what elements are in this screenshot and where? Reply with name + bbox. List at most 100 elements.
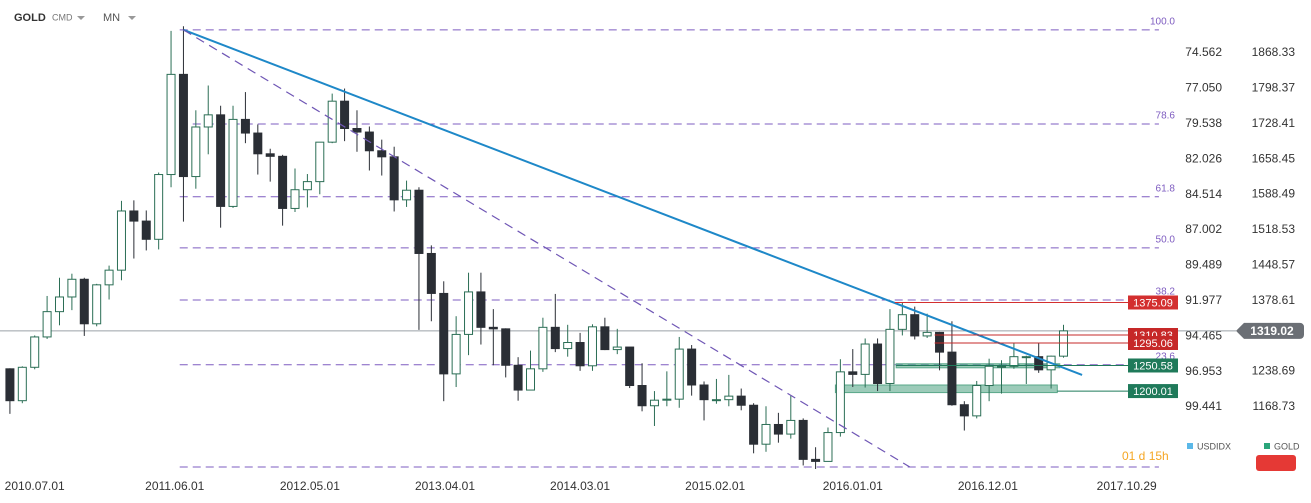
candle-body — [402, 189, 412, 201]
candle-body — [154, 174, 164, 240]
y-tick-label: 1518.53 — [1252, 222, 1296, 236]
symbol[interactable]: GOLD — [14, 12, 46, 24]
x-tick-label: 2017.10.29 — [1097, 479, 1157, 493]
candle-body — [612, 346, 622, 351]
candle-body — [897, 314, 907, 330]
candle-body — [600, 326, 610, 351]
candle-body — [278, 155, 288, 209]
x-tick-label: 2014.03.01 — [550, 479, 610, 493]
candle-body — [216, 114, 226, 207]
candle-body — [674, 348, 684, 400]
y2-tick-label: 94.465 — [1185, 328, 1222, 342]
fib-label: 38.2 — [1156, 287, 1176, 298]
candle-body — [587, 326, 597, 367]
candle-body — [327, 100, 337, 143]
candle-body — [129, 210, 139, 222]
candle-body — [649, 399, 659, 407]
x-tick-label: 2016.12.01 — [958, 479, 1018, 493]
candle-body — [1021, 356, 1031, 359]
dropdown-arrow[interactable] — [128, 16, 136, 20]
candle-body — [984, 365, 994, 387]
candle-body — [1058, 330, 1068, 357]
fib-label: 78.6 — [1156, 111, 1176, 122]
candle-body — [290, 189, 300, 209]
x-tick-label: 2012.05.01 — [280, 479, 340, 493]
candle-body — [699, 384, 709, 401]
candle-body — [240, 118, 250, 134]
legend-swatch — [1264, 443, 1270, 449]
candle-body — [662, 398, 672, 401]
y2-tick-label: 91.977 — [1185, 293, 1222, 307]
price-label: 1250.58 — [1133, 360, 1173, 372]
legend-swatch — [1187, 443, 1193, 449]
candle-body — [749, 404, 759, 445]
candle-body — [798, 419, 808, 460]
y2-tick-label: 84.514 — [1185, 187, 1222, 201]
candle-body — [835, 371, 845, 434]
candle-body — [786, 419, 796, 435]
candle-body — [67, 278, 77, 298]
y-tick-label: 1868.33 — [1252, 45, 1296, 59]
dropdown-arrow[interactable] — [77, 16, 85, 20]
y2-tick-label: 99.441 — [1185, 399, 1222, 413]
candle-body — [5, 368, 15, 402]
candle-body — [711, 399, 721, 402]
market[interactable]: CMD — [52, 12, 73, 22]
candle-body — [501, 328, 511, 366]
price-label: 1295.06 — [1133, 338, 1173, 350]
candle-body — [104, 269, 114, 286]
y-tick-label: 1588.49 — [1252, 187, 1296, 201]
candle-body — [352, 128, 362, 133]
fib-label: 100.0 — [1150, 16, 1175, 27]
candle-body — [1034, 356, 1044, 371]
interval[interactable]: MN — [103, 12, 120, 24]
toggle-button[interactable] — [1256, 455, 1296, 471]
candle-body — [42, 311, 52, 338]
timer: 01 d 15h — [1122, 449, 1169, 463]
candle-body — [228, 118, 238, 207]
x-tick-label: 2011.06.01 — [145, 479, 204, 493]
candle-body — [736, 395, 746, 406]
candle-body — [92, 284, 102, 325]
candle-body — [575, 342, 585, 367]
zone — [834, 384, 1058, 394]
y2-tick-label: 79.538 — [1185, 116, 1222, 130]
candle-body — [885, 328, 895, 384]
candle-body — [947, 351, 957, 406]
y-tick-label: 1168.73 — [1253, 399, 1296, 413]
y2-tick-label: 82.026 — [1185, 151, 1222, 165]
candle-body — [637, 385, 647, 407]
candle-body — [550, 326, 560, 350]
x-tick-label: 2015.02.01 — [685, 479, 745, 493]
candle-body — [439, 292, 449, 375]
y2-tick-label: 74.562 — [1185, 45, 1222, 59]
price-label: 1375.09 — [1133, 297, 1173, 309]
candle-body — [265, 153, 275, 157]
y2-tick-label: 89.489 — [1185, 258, 1222, 272]
x-tick-label: 2013.04.01 — [415, 479, 475, 493]
candle-body — [910, 314, 920, 337]
legend-label: USDIDX — [1197, 441, 1231, 451]
fib-label: 23.6 — [1156, 351, 1176, 362]
candle-body — [1009, 356, 1019, 367]
candle-body — [687, 348, 697, 386]
candle-body — [538, 326, 548, 370]
candle-body — [848, 371, 858, 375]
candle-body — [414, 189, 424, 254]
candle-body — [773, 423, 783, 435]
last-price-label: 1319.02 — [1250, 324, 1294, 338]
candle-body — [959, 404, 969, 417]
candle-body — [253, 132, 263, 155]
fib-label: 50.0 — [1156, 235, 1176, 246]
candle-body — [811, 458, 821, 462]
y-tick-label: 1728.41 — [1252, 116, 1296, 130]
x-tick-label: 2010.07.01 — [5, 479, 65, 493]
candle-body — [488, 326, 498, 330]
candle-body — [302, 181, 312, 191]
legend-label: GOLD — [1274, 441, 1300, 451]
candle-body — [389, 156, 399, 201]
candle-body — [724, 395, 734, 401]
y-tick-label: 1378.61 — [1252, 293, 1296, 307]
y2-tick-label: 87.002 — [1185, 222, 1222, 236]
